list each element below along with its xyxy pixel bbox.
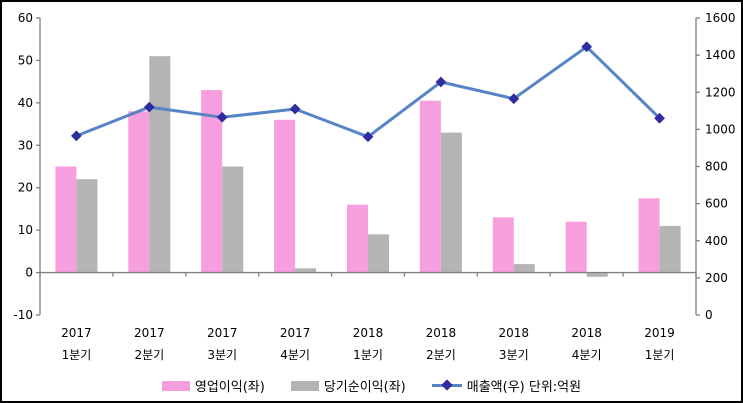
category-quarter-label: 1분기	[62, 348, 92, 362]
revenue-marker-cat3	[289, 103, 301, 115]
bar-series0-cat4	[347, 204, 368, 273]
category-year-label: 2017	[134, 326, 165, 340]
left-axis-tick-label: 20	[18, 181, 33, 195]
category-quarter-label: 2분기	[134, 348, 164, 362]
bar-series1-cat0	[76, 179, 98, 273]
bar-series0-cat1	[128, 111, 150, 273]
category-quarter-label: 3분기	[207, 348, 237, 362]
revenue-marker-cat0	[71, 130, 82, 142]
category-quarter-label: 3분기	[499, 348, 529, 362]
bar-series1-cat3	[295, 268, 317, 273]
category-quarter-label: 4분기	[572, 348, 602, 362]
category-year-label: 2018	[499, 326, 530, 340]
revenue-marker-cat4	[362, 131, 374, 143]
category-year-label: 2018	[571, 326, 602, 340]
right-axis-tick-label: 1600	[705, 11, 736, 25]
legend-item-net-profit: 당기순이익(좌)	[290, 376, 406, 395]
category-year-label: 2019	[644, 326, 675, 340]
bar-series0-cat6	[492, 217, 514, 273]
operating-profit-swatch	[161, 380, 190, 391]
revenue-marker-cat5	[435, 76, 447, 88]
right-axis-tick-label: 200	[705, 271, 728, 285]
bar-series1-cat7	[586, 272, 608, 277]
right-axis-tick-label: 800	[705, 160, 728, 174]
bar-series1-cat5	[440, 132, 462, 273]
right-axis-tick-label: 0	[705, 308, 713, 322]
bar-series1-cat8	[659, 225, 681, 273]
legend-label-revenue: 매출액(우) 단위:억원	[466, 380, 582, 395]
category-quarter-label: 4분기	[280, 348, 310, 362]
revenue-diamond-icon	[441, 379, 453, 391]
category-year-label: 2018	[426, 326, 457, 340]
bar-series0-cat8	[638, 198, 660, 273]
bar-series1-cat2	[222, 166, 244, 273]
category-year-label: 2017	[61, 326, 92, 340]
left-axis-tick-label: 60	[18, 11, 33, 25]
right-axis-tick-label: 1000	[705, 122, 736, 136]
bar-series1-cat6	[513, 264, 535, 273]
left-axis-tick-label: 50	[18, 53, 33, 67]
category-quarter-label: 2분기	[426, 348, 456, 362]
bar-series0-cat3	[274, 119, 296, 273]
left-axis-tick-label: 10	[18, 223, 33, 237]
net-profit-swatch	[290, 380, 319, 391]
revenue-marker-cat1	[143, 101, 155, 113]
bar-series0-cat5	[419, 100, 441, 273]
right-axis-tick-label: 1400	[705, 48, 736, 62]
right-axis-tick-label: 400	[705, 234, 728, 248]
category-year-label: 2017	[207, 326, 238, 340]
left-axis-tick-label: 40	[18, 96, 33, 110]
left-axis-tick-label: 30	[18, 138, 33, 152]
revenue-line-swatch	[431, 379, 462, 391]
category-quarter-label: 1분기	[353, 348, 383, 362]
category-quarter-label: 1분기	[645, 348, 675, 362]
legend-item-revenue: 매출액(우) 단위:억원	[431, 376, 582, 395]
bar-series0-cat7	[565, 221, 587, 273]
bar-series0-cat2	[201, 90, 223, 273]
right-axis-tick-label: 600	[705, 197, 728, 211]
left-axis-tick-label: -10	[13, 308, 33, 322]
bar-series1-cat1	[149, 56, 171, 273]
right-axis-tick-label: 1200	[705, 85, 736, 99]
legend-item-operating-profit: 영업이익(좌)	[161, 376, 265, 395]
category-year-label: 2018	[353, 326, 384, 340]
bar-series0-cat0	[55, 166, 77, 273]
legend: 영업이익(좌) 당기순이익(좌) 매출액(우) 단위:억원	[2, 376, 741, 395]
left-axis-tick-label: 0	[25, 266, 33, 280]
legend-label-net-profit: 당기순이익(좌)	[323, 380, 406, 395]
legend-label-operating-profit: 영업이익(좌)	[194, 380, 265, 395]
category-year-label: 2017	[280, 326, 311, 340]
bar-series1-cat4	[368, 234, 389, 273]
